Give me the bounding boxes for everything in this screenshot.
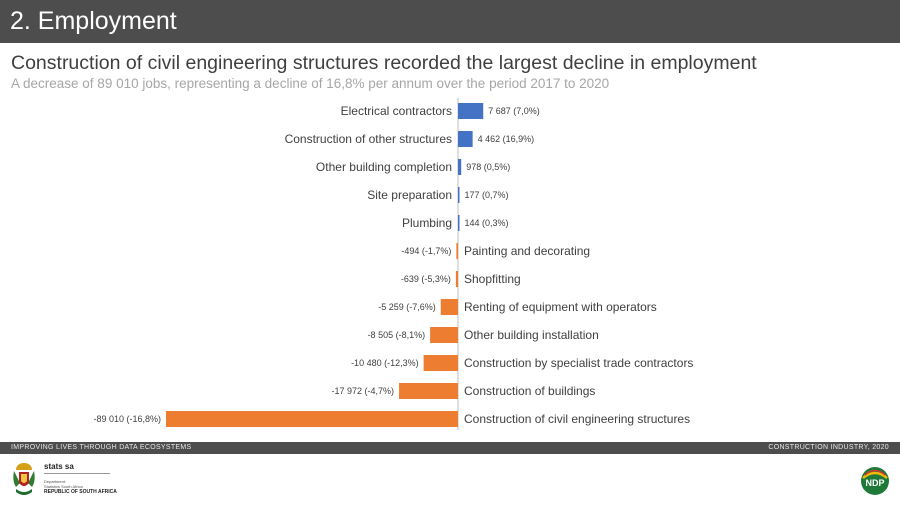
data-label-renting-of-equipment-with-operators: -5 259 (-7,6%) [378,302,436,312]
bar-painting-and-decorating [456,243,458,259]
bar-site-preparation [458,187,460,203]
category-label-other-building-installation: Other building installation [464,328,599,342]
bar-renting-of-equipment-with-operators [440,299,458,315]
data-label-other-building-completion: 978 (0,5%) [466,162,510,172]
category-label-construction-by-specialist-trade-contractors: Construction by specialist trade contrac… [464,356,693,370]
data-label-construction-of-buildings: -17 972 (-4,7%) [332,386,395,396]
stats-sa-name: stats sa [44,462,74,471]
footer-bar: IMPROVING LIVES THROUGH DATA ECOSYSTEMS … [0,442,900,454]
category-label-other-building-completion: Other building completion [316,160,452,174]
data-label-construction-of-other-structures: 4 462 (16,9%) [478,134,535,144]
data-label-site-preparation: 177 (0,7%) [465,190,509,200]
data-label-construction-of-civil-engineering-structures: -89 010 (-16,8%) [93,414,161,424]
logo-divider [44,473,110,474]
bar-other-building-installation [430,327,458,343]
footer-tagline: IMPROVING LIVES THROUGH DATA ECOSYSTEMS [11,444,192,451]
data-label-plumbing: 144 (0,3%) [465,218,509,228]
category-label-site-preparation: Site preparation [367,188,452,202]
page-title: 2. Employment [10,7,177,35]
category-label-construction-of-other-structures: Construction of other structures [285,132,452,146]
country-name: REPUBLIC OF SOUTH AFRICA [44,489,117,495]
chart-subheadline: A decrease of 89 010 jobs, representing … [11,76,610,91]
ndp-logo-icon [861,467,889,495]
bar-electrical-contractors [458,103,484,119]
data-label-painting-and-decorating: -494 (-1,7%) [401,246,451,256]
data-label-other-building-installation: -8 505 (-8,1%) [368,330,426,340]
chart-headline: Construction of civil engineering struct… [11,52,757,74]
bar-construction-by-specialist-trade-contractors [423,355,458,371]
data-label-construction-by-specialist-trade-contractors: -10 480 (-12,3%) [351,358,419,368]
ndp-text: NDP [865,478,885,488]
bar-shopfitting [455,271,458,287]
data-label-electrical-contractors: 7 687 (7,0%) [488,106,540,116]
data-label-shopfitting: -639 (-5,3%) [401,274,451,284]
category-label-construction-of-civil-engineering-structures: Construction of civil engineering struct… [464,412,690,426]
category-label-shopfitting: Shopfitting [464,272,521,286]
bar-construction-of-other-structures [458,131,473,147]
footer-report-name: CONSTRUCTION INDUSTRY, 2020 [768,444,889,451]
coat-of-arms-icon [13,463,35,495]
ndp-logo: NDP [860,466,890,496]
category-label-plumbing: Plumbing [402,216,452,230]
bar-construction-of-buildings [399,383,458,399]
bar-other-building-completion [458,159,462,175]
category-label-construction-of-buildings: Construction of buildings [464,384,595,398]
category-label-painting-and-decorating: Painting and decorating [464,244,590,258]
stats-sa-logo: stats sa Department: Statistics South Af… [10,461,130,501]
bar-chart: Electrical contractors 7 687 (7,0%) Constr… [93,98,693,430]
bar-construction-of-civil-engineering-structures [166,411,458,427]
category-label-electrical-contractors: Electrical contractors [341,104,452,118]
department-label: Department: [44,479,67,484]
category-label-renting-of-equipment-with-operators: Renting of equipment with operators [464,300,657,314]
department-name: Statistics South Africa [44,484,83,489]
bar-plumbing [458,215,460,231]
header-bar: 2. Employment [0,0,900,43]
